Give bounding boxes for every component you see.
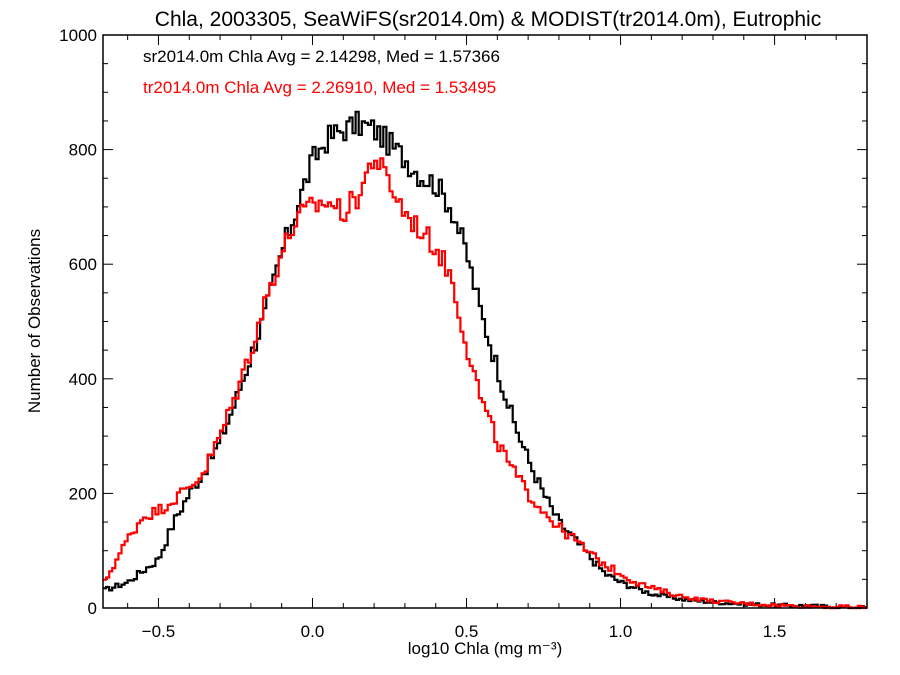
series-group [103,110,867,610]
y-axis-label: Number of Observations [25,229,44,413]
y-tick-label: 400 [69,370,97,389]
y-tick-label: 600 [69,255,97,274]
chart-title: Chla, 2003305, SeaWiFS(sr2014.0m) & MODI… [155,8,821,31]
x-axis-label: log10 Chla (mg m⁻³) [408,639,562,658]
x-tick-label: 0.5 [455,622,479,641]
x-tick-label: 1.5 [763,622,787,641]
x-tick-label: −0.5 [142,622,176,641]
legend-entry-tr: tr2014.0m Chla Avg = 2.26910, Med = 1.53… [143,78,496,97]
legend-entry-sr: sr2014.0m Chla Avg = 2.14298, Med = 1.57… [143,47,500,66]
series-line [103,157,867,610]
y-tick-label: 800 [69,141,97,160]
axis-ticks: −0.5 0.0 0.5 1.0 1.5 0 200 400 600 800 1000 [59,26,868,641]
x-tick-label: 1.0 [609,622,633,641]
y-tick-label: 200 [69,484,97,503]
series-line [103,110,867,610]
plot-frame [102,34,868,609]
x-tick-label: 0.0 [301,622,325,641]
y-tick-label: 0 [88,599,97,618]
y-tick-label: 1000 [59,26,97,45]
